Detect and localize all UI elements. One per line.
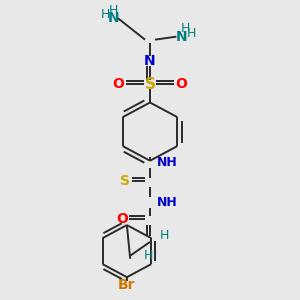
Text: H: H bbox=[160, 229, 170, 242]
Text: H: H bbox=[109, 4, 118, 17]
Text: H: H bbox=[187, 27, 196, 40]
Text: NH: NH bbox=[157, 156, 177, 169]
Text: H: H bbox=[181, 22, 190, 35]
Text: O: O bbox=[176, 77, 187, 91]
Text: O: O bbox=[113, 77, 124, 91]
Text: H: H bbox=[144, 249, 153, 262]
Text: NH: NH bbox=[157, 196, 177, 208]
Text: S: S bbox=[120, 174, 130, 188]
Text: S: S bbox=[145, 76, 155, 92]
Text: N: N bbox=[176, 30, 187, 44]
Text: N: N bbox=[108, 11, 119, 25]
Text: H: H bbox=[101, 8, 110, 21]
Text: O: O bbox=[116, 212, 128, 226]
Text: N: N bbox=[144, 54, 156, 68]
Text: Br: Br bbox=[118, 278, 136, 292]
